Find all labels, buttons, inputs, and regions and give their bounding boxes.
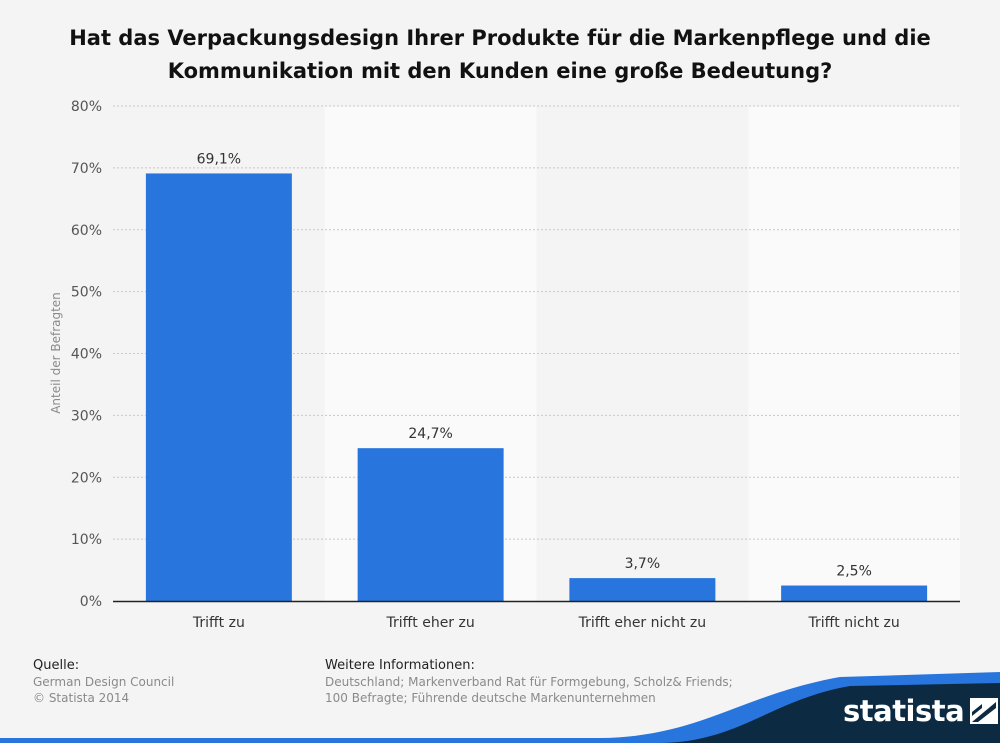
bar-chart: 0% 10% 20% 30% 40% 50% 60% 70% 80% Anteil der Bef… bbox=[49, 99, 960, 631]
y-tick-label: 30% bbox=[71, 408, 102, 424]
source-block: Quelle: German Design Council © Statista… bbox=[33, 657, 174, 706]
data-label: 3,7% bbox=[625, 556, 661, 572]
chart-title-line-1: Hat das Verpackungsdesign Ihrer Produkte… bbox=[69, 26, 931, 50]
y-tick-label: 50% bbox=[71, 285, 102, 301]
info-heading: Weitere Informationen: bbox=[325, 658, 475, 673]
bar bbox=[145, 173, 292, 601]
y-tick-label: 80% bbox=[71, 99, 102, 115]
chart-title-line-2: Kommunikation mit den Kunden eine große … bbox=[167, 59, 833, 83]
chart-title: Hat das Verpackungsdesign Ihrer Produkte… bbox=[0, 22, 1000, 88]
y-tick-label: 10% bbox=[71, 532, 102, 548]
y-tick-label: 20% bbox=[71, 470, 102, 486]
source-line-2: © Statista 2014 bbox=[33, 691, 130, 705]
y-axis-label: Anteil der Befragten bbox=[49, 292, 63, 414]
data-label: 2,5% bbox=[836, 564, 872, 580]
statista-logo[interactable]: statista bbox=[843, 694, 999, 728]
y-tick-label: 0% bbox=[80, 594, 102, 610]
y-tick-label: 40% bbox=[71, 347, 102, 363]
info-line-2: 100 Befragte; Führende deutsche Markenun… bbox=[325, 691, 656, 705]
data-label: 24,7% bbox=[408, 426, 452, 442]
info-block: Weitere Informationen: Deutschland; Mark… bbox=[325, 657, 733, 706]
x-tick-label: Trifft eher zu bbox=[385, 615, 474, 631]
info-line-1: Deutschland; Markenverband Rat für Formg… bbox=[325, 675, 733, 689]
statista-logo-text: statista bbox=[843, 694, 965, 728]
bar bbox=[781, 585, 928, 601]
statista-logo-icon bbox=[970, 698, 999, 724]
y-tick-label: 70% bbox=[71, 161, 102, 177]
source-heading: Quelle: bbox=[33, 658, 80, 673]
bar bbox=[357, 448, 504, 601]
brand-wave-dark bbox=[660, 683, 1000, 743]
x-tick-label: Trifft eher nicht zu bbox=[578, 615, 707, 631]
data-label: 69,1% bbox=[197, 151, 241, 167]
source-line-1: German Design Council bbox=[33, 675, 175, 689]
x-tick-label: Trifft nicht zu bbox=[808, 615, 900, 631]
bar bbox=[569, 578, 716, 601]
x-tick-label: Trifft zu bbox=[192, 615, 245, 631]
y-tick-label: 60% bbox=[71, 223, 102, 239]
